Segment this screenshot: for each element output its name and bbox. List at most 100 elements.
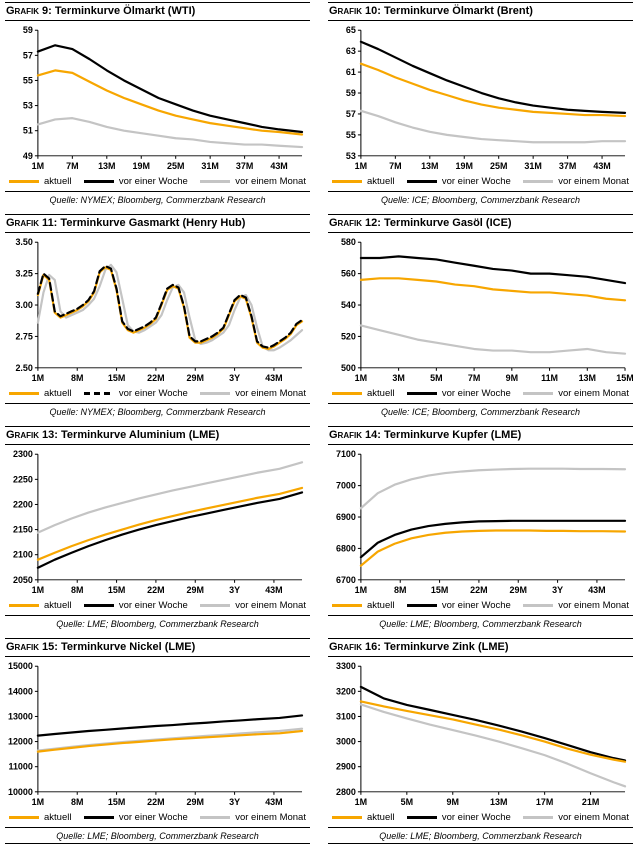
svg-text:57: 57 <box>346 109 356 119</box>
source-note: Quelle: ICE; Bloomberg, Commerzbank Rese… <box>328 403 633 419</box>
svg-text:53: 53 <box>23 101 33 111</box>
week-dashed-line-swatch <box>83 392 114 395</box>
svg-text:15000: 15000 <box>8 661 33 671</box>
svg-text:3Y: 3Y <box>229 373 240 383</box>
svg-text:3.50: 3.50 <box>15 237 32 247</box>
svg-text:3Y: 3Y <box>229 797 240 807</box>
month-line-swatch <box>200 180 231 183</box>
panel-title: Grafik 10: Terminkurve Ölmarkt (Brent) <box>328 2 633 21</box>
legend-label-aktuell: aktuell <box>44 600 72 611</box>
panel-title: Grafik 15: Terminkurve Nickel (LME) <box>5 638 310 657</box>
svg-text:2800: 2800 <box>336 787 356 797</box>
svg-text:1M: 1M <box>32 585 44 595</box>
legend-item-aktuell: aktuell <box>9 176 71 187</box>
legend-item-week: vor einer Woche <box>406 812 511 823</box>
svg-text:17M: 17M <box>536 797 553 807</box>
month-line-swatch <box>200 816 231 819</box>
panel-title: Grafik 12: Terminkurve Gasöl (ICE) <box>328 214 633 233</box>
svg-text:13M: 13M <box>98 161 115 171</box>
svg-text:19M: 19M <box>133 161 150 171</box>
chart-number-label: Grafik 15: <box>6 641 58 653</box>
svg-text:1M: 1M <box>355 797 367 807</box>
svg-text:43M: 43M <box>588 585 605 595</box>
legend-item-week: vor einer Woche <box>83 812 188 823</box>
svg-text:560: 560 <box>341 269 356 279</box>
aktuell-line-swatch <box>332 392 362 395</box>
svg-text:7M: 7M <box>389 161 401 171</box>
legend-label-week: vor einer Woche <box>441 600 511 611</box>
svg-text:11000: 11000 <box>8 762 32 772</box>
svg-text:7000: 7000 <box>336 481 356 491</box>
svg-text:15M: 15M <box>108 585 125 595</box>
legend-item-month: vor einem Monat <box>523 176 629 187</box>
chart-legend: aktuell vor einer Woche vor einem Monat <box>328 174 633 191</box>
week-line-swatch <box>406 180 437 183</box>
legend-label-week: vor einer Woche <box>118 600 188 611</box>
legend-label-month: vor einem Monat <box>558 388 629 399</box>
legend-label-aktuell: aktuell <box>44 176 72 187</box>
chart-legend: aktuell vor einer Woche vor einem Monat <box>328 598 633 615</box>
chart-legend: aktuell vor einer Woche vor einem Monat <box>5 174 310 191</box>
svg-text:500: 500 <box>341 363 356 373</box>
panel-kupfer: Grafik 14: Terminkurve Kupfer (LME) 6700… <box>328 426 633 631</box>
svg-text:63: 63 <box>346 46 356 56</box>
legend-item-aktuell: aktuell <box>332 600 394 611</box>
legend-label-month: vor einem Monat <box>235 812 306 823</box>
line-chart-nickel: 10000 11000 12000 13000 14000 15000 1M 8M 15M 22M… <box>8 661 304 807</box>
svg-text:8M: 8M <box>394 585 406 595</box>
svg-text:29M: 29M <box>187 373 204 383</box>
svg-text:2150: 2150 <box>13 525 33 535</box>
line-chart-zink: 2800 2900 3000 3100 3200 3300 1M 5M 9M 13M 17M 21M <box>336 661 627 807</box>
month-line-swatch <box>523 180 554 183</box>
svg-text:1M: 1M <box>355 373 367 383</box>
svg-text:53: 53 <box>346 151 356 161</box>
svg-text:2.50: 2.50 <box>15 363 32 373</box>
month-line-swatch <box>523 604 554 607</box>
chart-title: Terminkurve Kupfer (LME) <box>384 429 522 441</box>
svg-text:59: 59 <box>346 88 356 98</box>
svg-text:1M: 1M <box>32 161 44 171</box>
svg-text:43M: 43M <box>270 161 287 171</box>
svg-text:3.25: 3.25 <box>15 269 32 279</box>
legend-label-aktuell: aktuell <box>367 388 395 399</box>
line-chart-gasoil: 500 520 540 560 580 1M 3M 5M 7M 9M 11M 13M 15M <box>341 237 633 383</box>
panel-aluminium: Grafik 13: Terminkurve Aluminium (LME) 2… <box>5 426 310 631</box>
svg-text:15M: 15M <box>616 373 633 383</box>
legend-label-month: vor einem Monat <box>558 600 629 611</box>
legend-label-aktuell: aktuell <box>367 600 395 611</box>
svg-text:13000: 13000 <box>8 711 33 721</box>
chart-title: Terminkurve Ölmarkt (Brent) <box>384 5 533 17</box>
legend-label-aktuell: aktuell <box>367 176 395 187</box>
legend-item-week: vor einer Woche <box>406 600 511 611</box>
svg-text:15M: 15M <box>108 797 125 807</box>
line-chart-kupfer: 6700 6800 6900 7000 7100 1M 8M 15M 22M 29M 3Y 43M <box>336 449 627 595</box>
svg-text:57: 57 <box>23 50 33 60</box>
aktuell-line-swatch <box>9 816 39 819</box>
svg-text:13M: 13M <box>421 161 438 171</box>
svg-text:12000: 12000 <box>8 737 33 747</box>
chart-number-label: Grafik 13: <box>6 429 58 441</box>
week-line-swatch <box>83 180 114 183</box>
legend-item-week: vor einer Woche <box>83 176 188 187</box>
svg-text:3Y: 3Y <box>229 585 240 595</box>
svg-text:43M: 43M <box>265 797 282 807</box>
panel-gasoil: Grafik 12: Terminkurve Gasöl (ICE) 500 52… <box>328 214 633 419</box>
month-line-swatch <box>200 604 231 607</box>
legend-label-week: vor einer Woche <box>118 388 188 399</box>
line-chart-wti: 49 51 53 55 57 59 1M 7M 13M 19M 25M 31M 37M 43M <box>23 25 304 171</box>
svg-text:22M: 22M <box>147 373 164 383</box>
legend-label-aktuell: aktuell <box>367 812 395 823</box>
legend-item-aktuell: aktuell <box>9 812 71 823</box>
svg-text:22M: 22M <box>470 585 487 595</box>
legend-label-week: vor einer Woche <box>441 388 511 399</box>
chart-legend: aktuell vor einer Woche vor einem Monat <box>5 386 310 403</box>
aktuell-line-swatch <box>332 604 362 607</box>
legend-item-month: vor einem Monat <box>523 812 629 823</box>
chart-number-label: Grafik 10: <box>329 5 381 17</box>
svg-text:21M: 21M <box>582 797 599 807</box>
panel-henry-hub: Grafik 11: Terminkurve Gasmarkt (Henry H… <box>5 214 310 419</box>
aktuell-line-swatch <box>9 392 39 395</box>
svg-text:2250: 2250 <box>13 474 33 484</box>
week-line-swatch <box>406 392 437 395</box>
